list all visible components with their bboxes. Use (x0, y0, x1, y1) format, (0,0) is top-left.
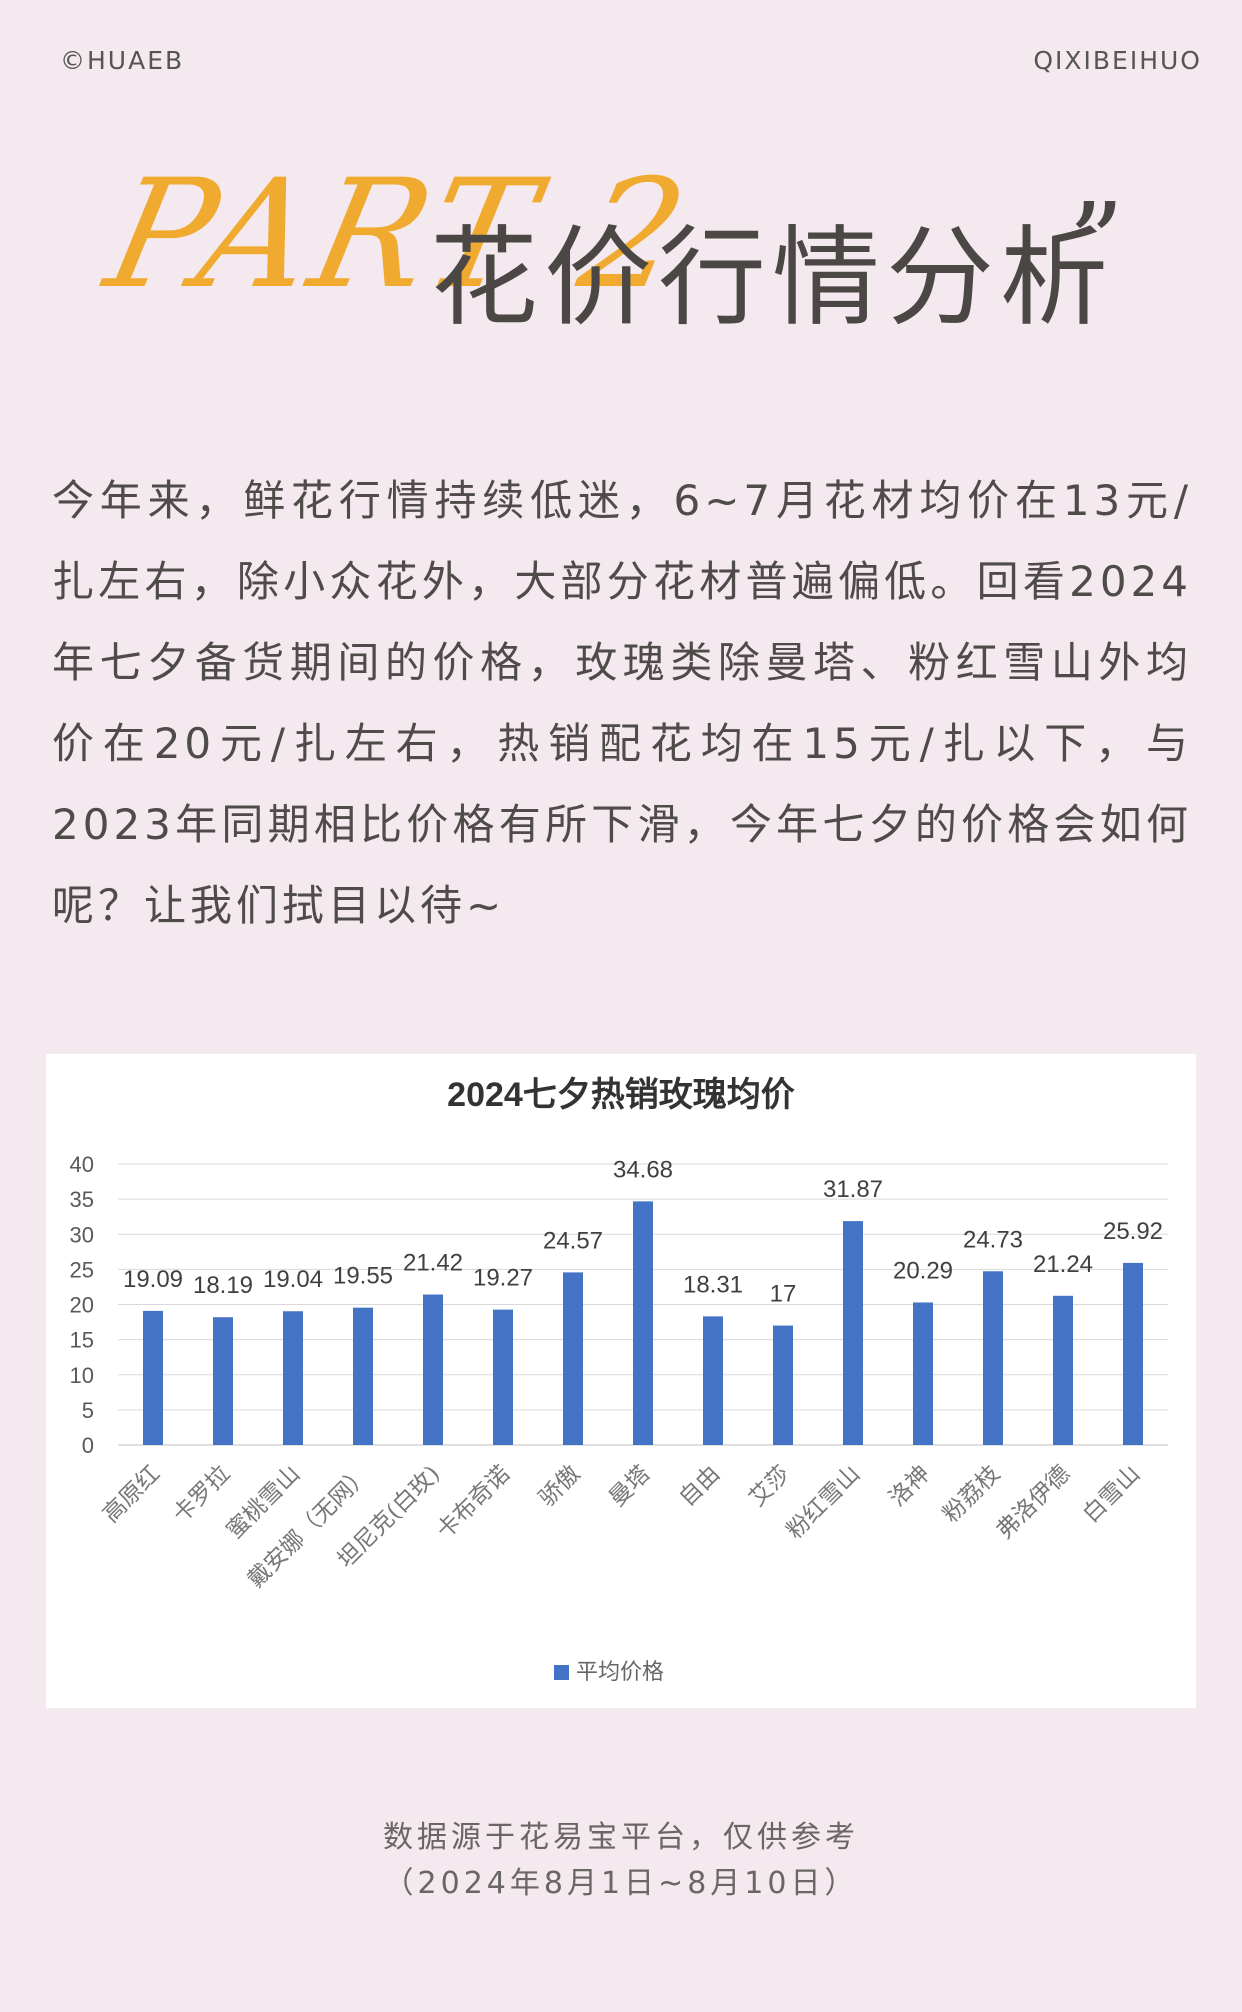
bar (213, 1317, 233, 1445)
data-label: 18.19 (193, 1272, 253, 1299)
legend-label: 平均价格 (576, 1660, 664, 1685)
y-axis: 0 5 10 15 20 25 30 35 40 (70, 1152, 94, 1458)
bar (983, 1271, 1003, 1445)
bar (633, 1201, 653, 1445)
legend-swatch (554, 1665, 569, 1680)
x-tick-label: 自由 (674, 1461, 725, 1512)
quote-mark: ” (1068, 179, 1125, 307)
chart-card: 2024七夕热销玫瑰均价 0 5 10 15 20 25 30 35 40 19.09 18.19… (46, 1054, 1196, 1708)
source-line: 数据源于花易宝平台，仅供参考 (383, 1820, 859, 1855)
y-tick-label: 0 (82, 1433, 94, 1458)
x-tick-label: 洛神 (884, 1461, 935, 1512)
y-tick-label: 15 (70, 1328, 94, 1353)
data-label: 19.55 (333, 1263, 393, 1290)
y-tick-label: 35 (70, 1187, 94, 1212)
brand-left: ©HUAEB (60, 46, 185, 75)
y-tick-label: 25 (70, 1257, 94, 1282)
data-label: 21.24 (1033, 1251, 1093, 1278)
x-tick-label: 曼塔 (604, 1461, 655, 1512)
y-tick-label: 5 (82, 1398, 94, 1423)
bar (703, 1316, 723, 1445)
data-label: 21.42 (403, 1250, 463, 1277)
page-title: 花价行情分析 (430, 216, 1115, 341)
x-tick-label: 粉红雪山 (782, 1461, 865, 1544)
bar (143, 1310, 163, 1445)
data-label: 31.87 (823, 1176, 883, 1203)
data-label: 25.92 (1103, 1218, 1163, 1245)
bar (1123, 1262, 1143, 1445)
bar-chart: 2024七夕热销玫瑰均价 0 5 10 15 20 25 30 35 40 19.09 18.19… (70, 1076, 1168, 1685)
x-tick-label: 弗洛伊德 (992, 1461, 1075, 1544)
y-tick-label: 20 (70, 1293, 94, 1318)
x-tick-label: 粉荔枝 (938, 1461, 1005, 1528)
data-label: 24.73 (963, 1226, 1023, 1253)
data-label: 17 (770, 1281, 797, 1308)
x-tick-label: 戴安娜（无网） (243, 1461, 375, 1593)
data-labels-layer: 19.09 18.19 19.04 19.55 21.42 19.27 24.57 34.68… (123, 1156, 1163, 1307)
brand-right: QIXIBEIHUO (1033, 46, 1202, 75)
x-tick-label: 骄傲 (534, 1461, 585, 1512)
data-label: 24.57 (543, 1227, 603, 1254)
bar (913, 1302, 933, 1445)
y-tick-label: 30 (70, 1222, 94, 1247)
data-label: 19.09 (123, 1266, 183, 1293)
x-tick-label: 艾莎 (744, 1461, 795, 1512)
bar (843, 1221, 863, 1445)
y-tick-label: 40 (70, 1152, 94, 1177)
bar (353, 1307, 373, 1445)
data-label: 18.31 (683, 1271, 743, 1298)
x-tick-label: 高原红 (98, 1461, 165, 1528)
intro-paragraph: 今年来，鲜花行情持续低迷，6~7月花材均价在13元/扎左右，除小众花外，大部分花… (52, 476, 1192, 930)
bar (1053, 1295, 1073, 1445)
chart-legend: 平均价格 (554, 1660, 664, 1685)
x-tick-label: 白雪山 (1078, 1461, 1145, 1528)
bar (563, 1272, 583, 1445)
date-range-line: （2024年8月1日~8月10日） (383, 1866, 859, 1901)
x-tick-label: 卡罗拉 (168, 1461, 235, 1528)
data-label: 19.27 (473, 1265, 533, 1292)
bars-layer (143, 1201, 1143, 1445)
source-note: 数据源于花易宝平台，仅供参考 （2024年8月1日~8月10日） (0, 1815, 1242, 1907)
bar (423, 1294, 443, 1445)
x-tick-label: 卡布奇诺 (432, 1461, 515, 1544)
bar (493, 1309, 513, 1445)
y-tick-label: 10 (70, 1363, 94, 1388)
bar (283, 1311, 303, 1445)
data-label: 20.29 (893, 1257, 953, 1284)
data-label: 34.68 (613, 1156, 673, 1183)
data-label: 19.04 (263, 1266, 323, 1293)
chart-title: 2024七夕热销玫瑰均价 (447, 1076, 795, 1114)
bar (773, 1325, 793, 1445)
